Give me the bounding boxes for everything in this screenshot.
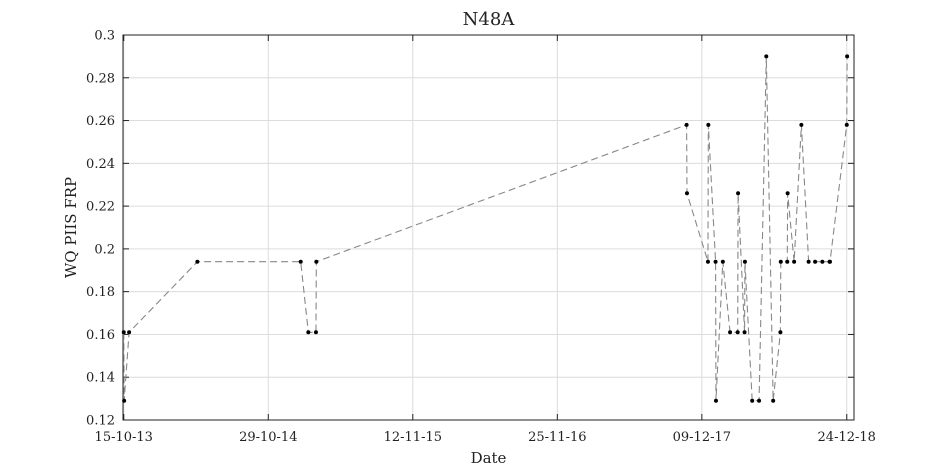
data-point: [313, 330, 318, 335]
x-tick-label: 24-12-18: [818, 430, 876, 445]
data-point: [121, 330, 126, 335]
data-point: [728, 330, 733, 335]
data-point: [778, 259, 783, 264]
data-point: [684, 191, 689, 196]
data-point: [827, 259, 832, 264]
y-tick-label: 0.28: [86, 71, 115, 86]
x-tick-label: 09-12-17: [673, 430, 731, 445]
axis-ticks: [123, 34, 854, 421]
data-point: [684, 122, 689, 127]
series-line: [123, 56, 848, 402]
y-tick-label: 0.14: [86, 371, 115, 386]
y-tick-label: 0.18: [86, 285, 115, 300]
data-point: [757, 398, 762, 403]
x-tick-labels: 15-10-13 29-10-14 12-11-15 25-11-16 09-12-17…: [95, 430, 876, 445]
y-tick-label: 0.3: [94, 29, 115, 44]
data-point: [706, 122, 711, 127]
data-point: [127, 330, 132, 335]
data-point: [742, 330, 747, 335]
y-tick-label: 0.26: [86, 114, 115, 129]
y-tick-label: 0.22: [86, 200, 115, 215]
x-axis-label: Date: [471, 449, 507, 467]
data-point: [778, 330, 783, 335]
data-point: [785, 191, 790, 196]
data-point: [799, 122, 804, 127]
data-point: [771, 398, 776, 403]
data-points: [121, 54, 850, 403]
data-point: [845, 54, 850, 59]
y-tick-label: 0.24: [86, 157, 115, 172]
x-tick-label: 12-11-15: [384, 430, 442, 445]
data-point: [844, 122, 849, 127]
y-tick-labels: 0.12 0.14 0.16 0.18 0.2 0.22 0.24 0.26 0.28 0.3: [86, 29, 115, 429]
y-tick-label: 0.16: [86, 328, 115, 343]
data-point: [735, 330, 740, 335]
data-point: [742, 259, 747, 264]
y-tick-label: 0.12: [86, 414, 115, 429]
data-point: [806, 259, 811, 264]
data-point: [306, 330, 311, 335]
data-point: [122, 398, 127, 403]
data-point: [736, 191, 741, 196]
data-point: [720, 259, 725, 264]
data-point: [820, 259, 825, 264]
data-point: [705, 259, 710, 264]
data-point: [713, 259, 718, 264]
y-axis-label: WQ PIIS FRP: [62, 177, 80, 278]
data-point: [785, 259, 790, 264]
data-point: [314, 259, 319, 264]
x-tick-label: 29-10-14: [239, 430, 297, 445]
y-tick-label: 0.2: [94, 242, 115, 257]
data-point: [813, 259, 818, 264]
x-tick-label: 25-11-16: [528, 430, 586, 445]
data-point: [195, 259, 200, 264]
data-point: [764, 54, 769, 59]
x-tick-label: 15-10-13: [95, 430, 153, 445]
grid: [123, 34, 854, 421]
data-point: [713, 398, 718, 403]
data-point: [792, 259, 797, 264]
data-point: [298, 259, 303, 264]
chart-title: N48A: [463, 9, 516, 30]
data-point: [750, 398, 755, 403]
plot-frame: [122, 34, 855, 421]
